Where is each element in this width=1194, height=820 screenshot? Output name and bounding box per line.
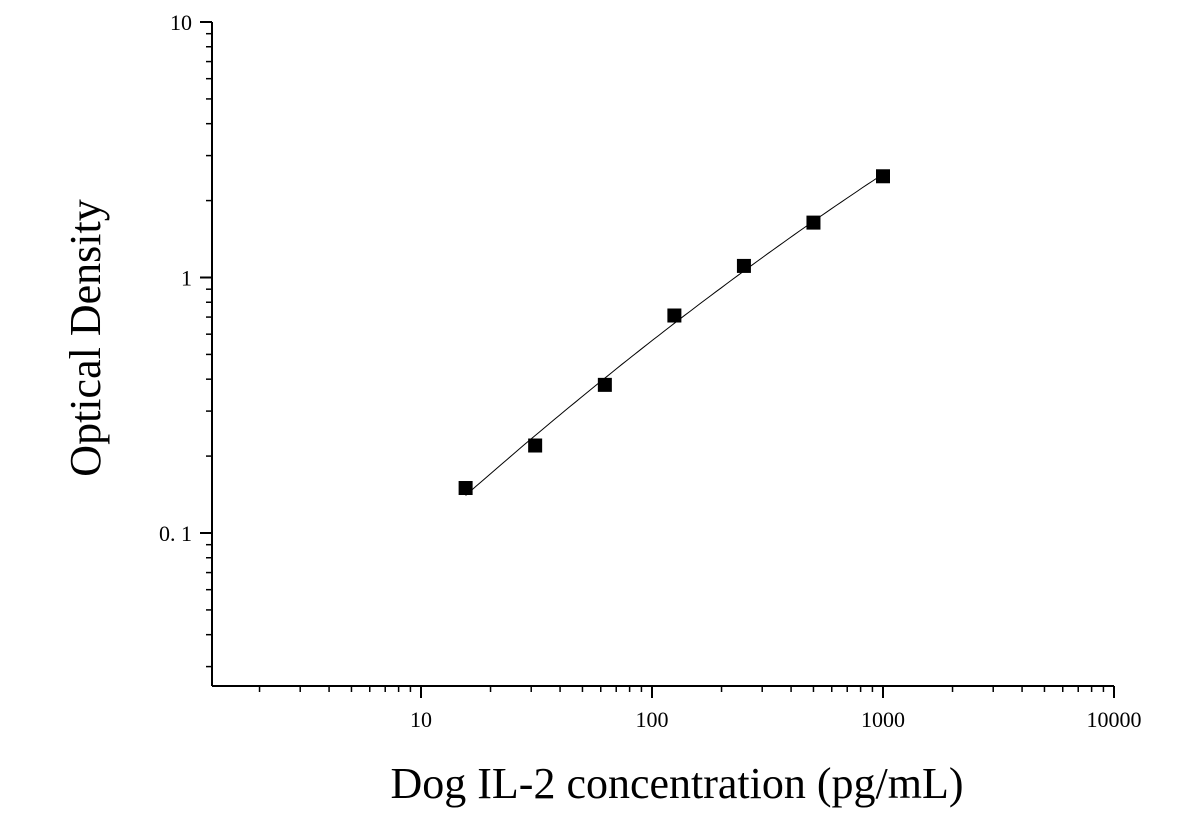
x-tick-label: 1000 xyxy=(861,707,905,732)
data-point xyxy=(876,169,890,184)
data-point xyxy=(736,258,751,273)
x-ticks: 10 100 1000 10000 xyxy=(258,686,1142,732)
data-point xyxy=(458,481,473,496)
data-point xyxy=(528,438,543,453)
y-tick-label: 0. 1 xyxy=(159,521,192,546)
y-axis-title: Optical Density xyxy=(61,199,110,476)
data-points xyxy=(458,169,890,496)
data-point xyxy=(806,215,821,230)
x-tick-label: 10 xyxy=(410,707,432,732)
data-point xyxy=(667,308,682,323)
y-tick-label: 1 xyxy=(181,266,192,291)
y-tick-label: 10 xyxy=(170,10,192,35)
data-point xyxy=(597,377,612,392)
axes xyxy=(211,22,1114,687)
x-axis-title: Dog IL-2 concentration (pg/mL) xyxy=(390,759,963,808)
y-ticks: 0. 1 1 10 xyxy=(159,10,212,668)
x-tick-label: 100 xyxy=(636,707,669,732)
x-tick-label: 10000 xyxy=(1087,707,1142,732)
